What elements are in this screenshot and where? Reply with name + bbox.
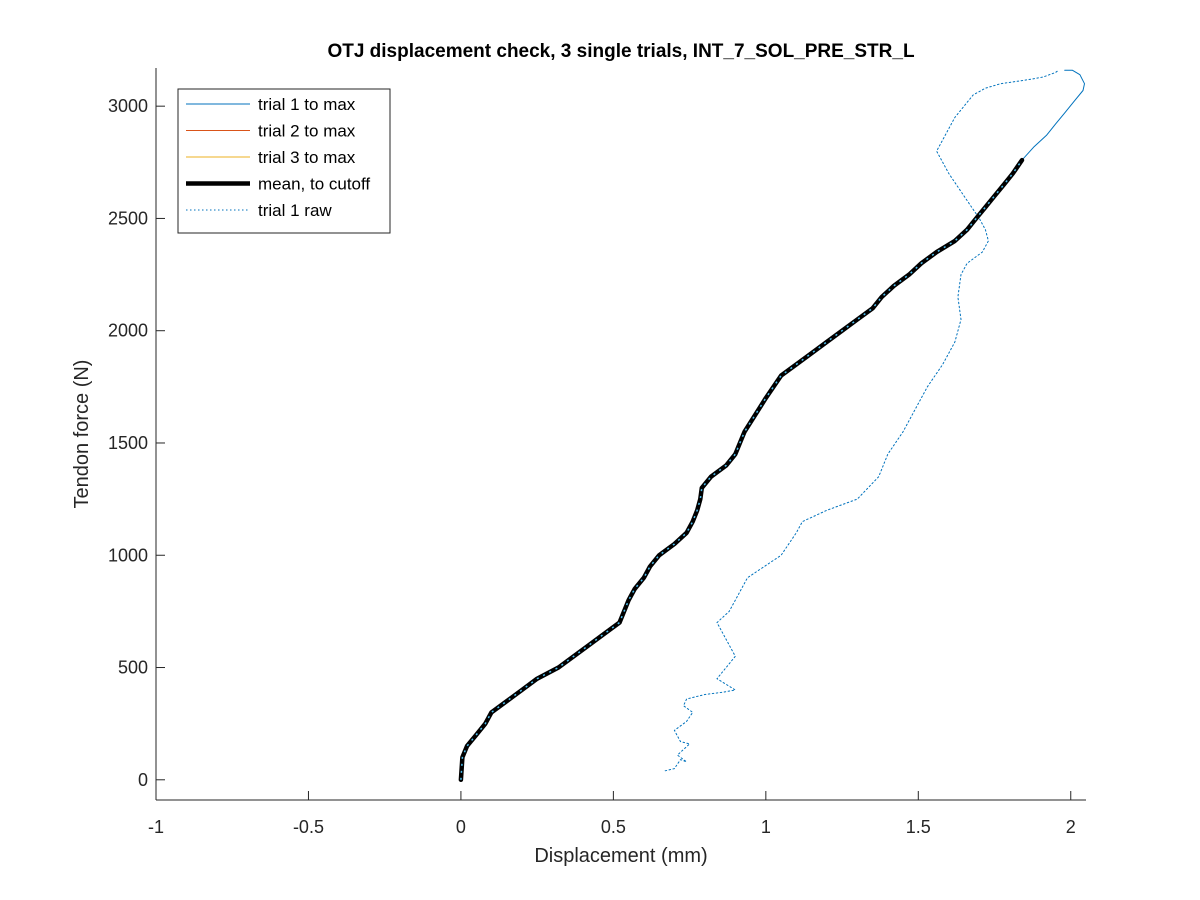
y-tick-label: 3000 <box>108 96 148 116</box>
legend-label: trial 1 raw <box>258 201 332 220</box>
x-tick-label: 0.5 <box>601 817 626 837</box>
y-tick-label: 1000 <box>108 545 148 565</box>
y-tick-label: 1500 <box>108 433 148 453</box>
x-axis-label: Displacement (mm) <box>534 845 707 867</box>
y-tick-label: 2000 <box>108 321 148 341</box>
legend: trial 1 to max trial 2 to max trial 3 to m… <box>177 88 391 234</box>
y-tick-label: 2500 <box>108 208 148 228</box>
x-tick-label: 0 <box>456 817 466 837</box>
x-tick-label: -0.5 <box>293 817 324 837</box>
chart-title: OTJ displacement check, 3 single trials,… <box>327 41 915 62</box>
legend-label: trial 2 to max <box>258 122 356 141</box>
legend-label: trial 1 to max <box>258 95 356 114</box>
legend-label: mean, to cutoff <box>258 175 370 194</box>
series-layer <box>458 69 1085 783</box>
y-tick-label: 500 <box>118 658 148 678</box>
y-axis-label: Tendon force (N) <box>71 360 93 509</box>
x-tick-label: -1 <box>148 817 164 837</box>
axes-layer: -1 -0.5 0 0.5 1 1.5 2 0 500 1000 1500 2000 2500 3000 <box>108 68 1086 837</box>
x-tick-label: 1 <box>761 817 771 837</box>
legend-label: trial 3 to max <box>258 148 356 167</box>
x-tick-label: 2 <box>1066 817 1076 837</box>
x-tick-label: 1.5 <box>906 817 931 837</box>
y-tick-label: 0 <box>138 770 148 790</box>
legend-box <box>177 88 391 234</box>
series-line-4 <box>458 157 1025 783</box>
series-line-5 <box>664 69 1060 772</box>
